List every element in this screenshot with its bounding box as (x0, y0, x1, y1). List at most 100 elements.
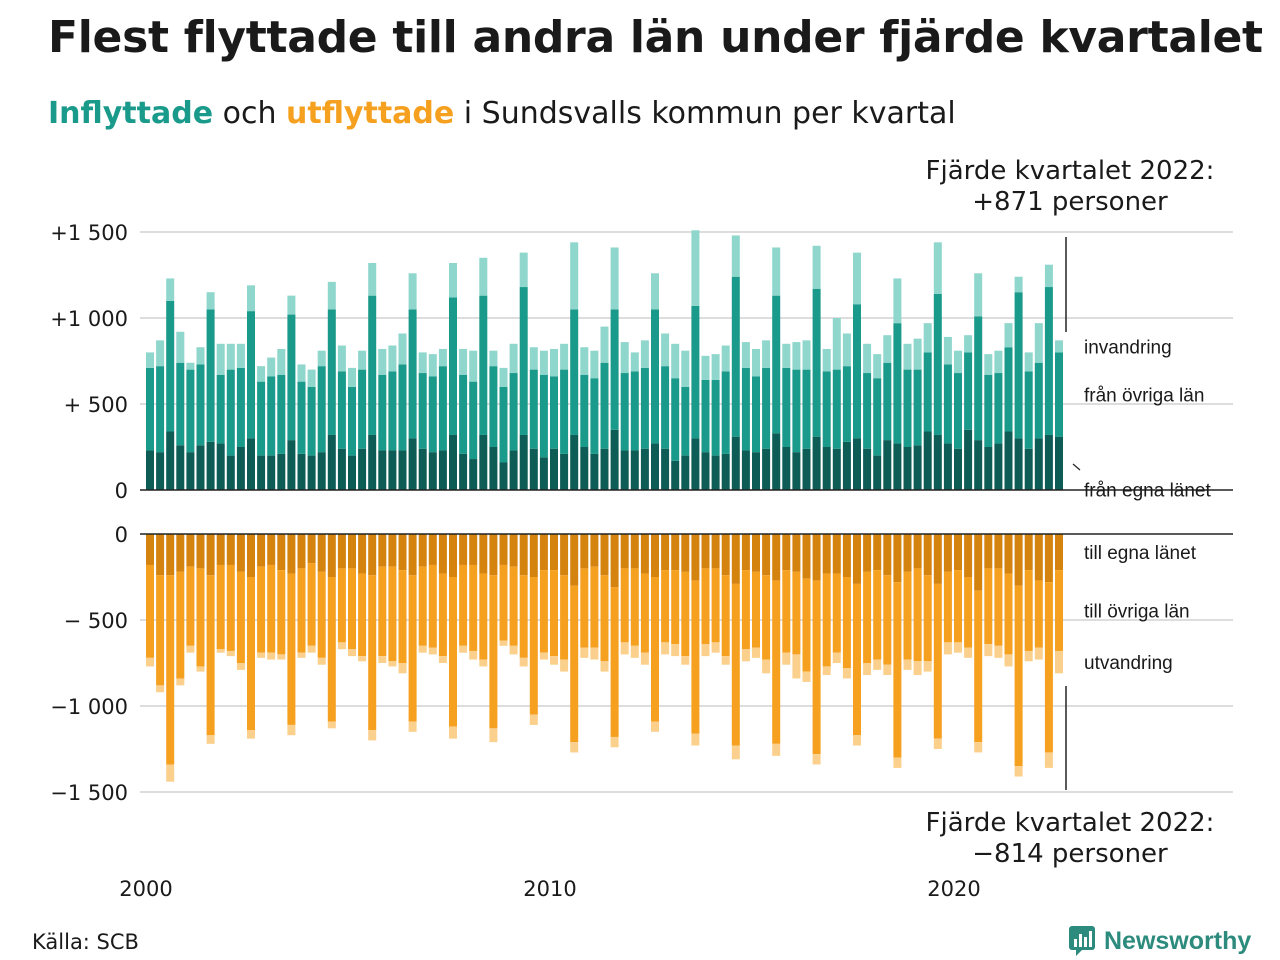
bar-inflow-0 (681, 455, 690, 490)
bar-inflow-2 (832, 318, 841, 370)
bar-outflow-2 (610, 736, 619, 748)
bar-inflow-0 (792, 452, 801, 490)
bar-inflow-2 (731, 235, 740, 277)
bar-outflow-2 (438, 656, 447, 663)
bar-outflow-0 (368, 534, 377, 576)
bar-inflow-2 (741, 342, 750, 368)
bar-outflow-0 (287, 534, 296, 574)
bar-outflow-2 (923, 661, 932, 672)
bar-outflow-2 (812, 754, 821, 765)
bar-outflow-0 (822, 534, 831, 574)
bar-outflow-1 (701, 568, 710, 645)
bar-inflow-1 (236, 367, 245, 447)
bar-outflow-1 (196, 568, 205, 667)
bar-inflow-2 (327, 281, 336, 310)
y-tick-label-in: + 500 (64, 393, 128, 417)
bar-outflow-0 (964, 534, 973, 577)
y-tick-label-out: −1 500 (50, 781, 128, 805)
y-tick-label-in: +1 000 (50, 307, 128, 331)
bar-inflow-1 (479, 295, 488, 435)
bar-inflow-0 (388, 450, 397, 490)
bar-outflow-2 (883, 664, 892, 676)
bar-outflow-0 (832, 534, 841, 574)
bar-inflow-2 (236, 343, 245, 368)
bar-outflow-2 (620, 642, 629, 655)
bar-outflow-0 (802, 534, 811, 579)
bar-outflow-1 (449, 577, 457, 727)
bar-inflow-0 (186, 452, 195, 490)
bar-inflow-1 (428, 376, 437, 453)
bar-outflow-2 (974, 742, 983, 753)
bar-inflow-0 (691, 438, 700, 490)
bar-inflow-0 (701, 452, 710, 490)
bar-outflow-2 (711, 642, 720, 653)
bar-outflow-2 (257, 652, 266, 658)
bar-inflow-0 (731, 436, 740, 490)
bar-outflow-0 (428, 534, 437, 565)
bar-inflow-1 (1034, 362, 1043, 439)
bar-outflow-0 (741, 534, 750, 571)
bar-outflow-0 (156, 534, 165, 576)
bar-outflow-1 (913, 568, 922, 662)
bar-inflow-0 (711, 455, 720, 490)
bar-outflow-1 (176, 571, 185, 679)
bar-inflow-0 (580, 447, 589, 490)
bar-inflow-0 (297, 453, 306, 490)
bar-inflow-2 (681, 350, 690, 387)
bar-outflow-1 (711, 568, 720, 643)
bar-inflow-2 (822, 348, 831, 372)
bar-outflow-2 (1055, 650, 1063, 674)
bar-outflow-0 (762, 534, 771, 576)
bar-outflow-2 (489, 728, 498, 743)
bar-outflow-1 (156, 575, 165, 686)
bar-outflow-1 (166, 575, 175, 765)
bar-outflow-1 (994, 568, 1003, 646)
bar-inflow-0 (1055, 436, 1063, 490)
bar-inflow-0 (438, 450, 447, 490)
bar-inflow-2 (620, 342, 629, 374)
bar-inflow-1 (964, 352, 973, 430)
bar-inflow-1 (358, 369, 367, 449)
bar-outflow-0 (752, 534, 760, 572)
bar-inflow-0 (1034, 438, 1043, 490)
bar-inflow-0 (459, 453, 468, 490)
bar-outflow-1 (247, 577, 255, 731)
bar-outflow-1 (186, 566, 195, 646)
callout-inflow-line2: +871 personer (972, 187, 1168, 217)
bar-inflow-1 (539, 374, 548, 458)
bar-outflow-0 (479, 534, 488, 574)
bar-outflow-2 (449, 726, 457, 739)
bar-outflow-2 (277, 654, 286, 660)
bar-inflow-2 (1034, 323, 1043, 363)
bar-inflow-0 (762, 448, 771, 490)
bar-inflow-2 (893, 278, 902, 324)
bar-inflow-1 (146, 367, 154, 451)
callout-outflow-line1: Fjärde kvartalet 2022: (925, 808, 1215, 838)
bar-outflow-1 (741, 570, 750, 650)
bar-inflow-1 (257, 381, 266, 456)
bar-outflow-0 (1014, 534, 1023, 586)
bar-inflow-1 (206, 309, 215, 442)
bar-inflow-1 (519, 287, 528, 435)
bar-inflow-1 (550, 376, 558, 449)
callout-inflow: Fjärde kvartalet 2022: +871 personer (880, 156, 1260, 218)
bar-inflow-1 (267, 376, 276, 456)
bar-outflow-0 (923, 534, 932, 576)
bar-outflow-2 (499, 640, 508, 646)
bar-inflow-2 (994, 350, 1003, 374)
bar-outflow-1 (479, 573, 488, 660)
bar-inflow-1 (974, 316, 983, 441)
bar-outflow-2 (560, 659, 569, 672)
bar-outflow-2 (550, 656, 558, 665)
bar-outflow-2 (459, 645, 468, 653)
bar-inflow-0 (873, 455, 882, 490)
x-tick-label: 2000 (119, 877, 172, 901)
bar-outflow-0 (570, 534, 579, 586)
bar-outflow-2 (317, 657, 326, 665)
bar-outflow-1 (893, 582, 902, 758)
bar-outflow-2 (479, 659, 488, 667)
bar-outflow-1 (580, 568, 589, 648)
bar-inflow-0 (610, 429, 619, 490)
bar-inflow-2 (307, 369, 316, 387)
bar-outflow-2 (509, 645, 518, 655)
